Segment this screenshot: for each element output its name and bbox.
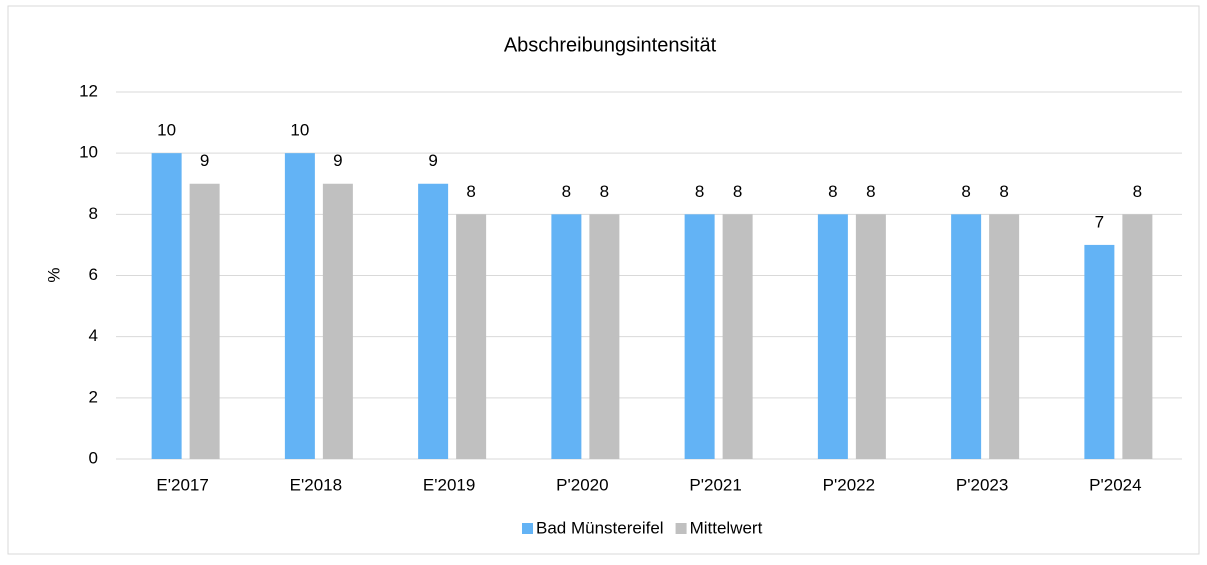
bar bbox=[951, 214, 982, 459]
y-tick-label: 0 bbox=[89, 448, 98, 467]
data-label: 8 bbox=[695, 182, 704, 201]
bar bbox=[284, 153, 315, 459]
legend-swatch bbox=[522, 523, 533, 534]
x-tick-label: P'2020 bbox=[556, 475, 608, 494]
bar bbox=[189, 183, 220, 459]
data-label: 8 bbox=[961, 182, 970, 201]
data-label: 9 bbox=[200, 151, 209, 170]
x-tick-label: E'2019 bbox=[423, 475, 475, 494]
data-label: 9 bbox=[333, 151, 342, 170]
legend-label: Mittelwert bbox=[690, 518, 763, 537]
data-label: 8 bbox=[733, 182, 742, 201]
x-tick-label: P'2023 bbox=[956, 475, 1008, 494]
y-tick-label: 4 bbox=[89, 326, 98, 345]
bar bbox=[989, 214, 1020, 459]
data-label: 8 bbox=[466, 182, 475, 201]
legend-swatch bbox=[675, 523, 687, 534]
legend-label: Bad Münstereifel bbox=[536, 518, 664, 537]
bar bbox=[1122, 214, 1153, 459]
bar bbox=[322, 183, 353, 459]
bar bbox=[456, 214, 487, 459]
data-label: 8 bbox=[562, 182, 571, 201]
x-tick-label: P'2021 bbox=[689, 475, 741, 494]
bar bbox=[551, 214, 582, 459]
data-label: 8 bbox=[600, 182, 609, 201]
data-label: 8 bbox=[866, 182, 875, 201]
x-tick-label: P'2024 bbox=[1089, 475, 1141, 494]
data-label: 7 bbox=[1095, 212, 1104, 231]
bar bbox=[418, 183, 449, 459]
data-label: 8 bbox=[1133, 182, 1142, 201]
y-tick-label: 10 bbox=[79, 143, 98, 162]
y-axis-label: % bbox=[44, 267, 63, 282]
bar bbox=[1084, 244, 1115, 459]
bar bbox=[151, 153, 182, 459]
data-label: 10 bbox=[157, 121, 176, 140]
y-tick-label: 2 bbox=[89, 387, 98, 406]
x-tick-label: P'2022 bbox=[823, 475, 875, 494]
x-tick-label: E'2018 bbox=[290, 475, 342, 494]
x-tick-label: E'2017 bbox=[156, 475, 208, 494]
chart-title: Abschreibungsintensität bbox=[504, 34, 717, 56]
bar bbox=[817, 214, 848, 459]
y-tick-label: 8 bbox=[89, 204, 98, 223]
bar bbox=[855, 214, 886, 459]
data-label: 9 bbox=[428, 151, 437, 170]
bar bbox=[589, 214, 620, 459]
y-tick-label: 12 bbox=[79, 81, 98, 100]
bar bbox=[684, 214, 715, 459]
bar bbox=[722, 214, 753, 459]
data-label: 8 bbox=[828, 182, 837, 201]
data-label: 10 bbox=[290, 121, 309, 140]
y-tick-label: 6 bbox=[89, 265, 98, 284]
data-label: 8 bbox=[999, 182, 1008, 201]
